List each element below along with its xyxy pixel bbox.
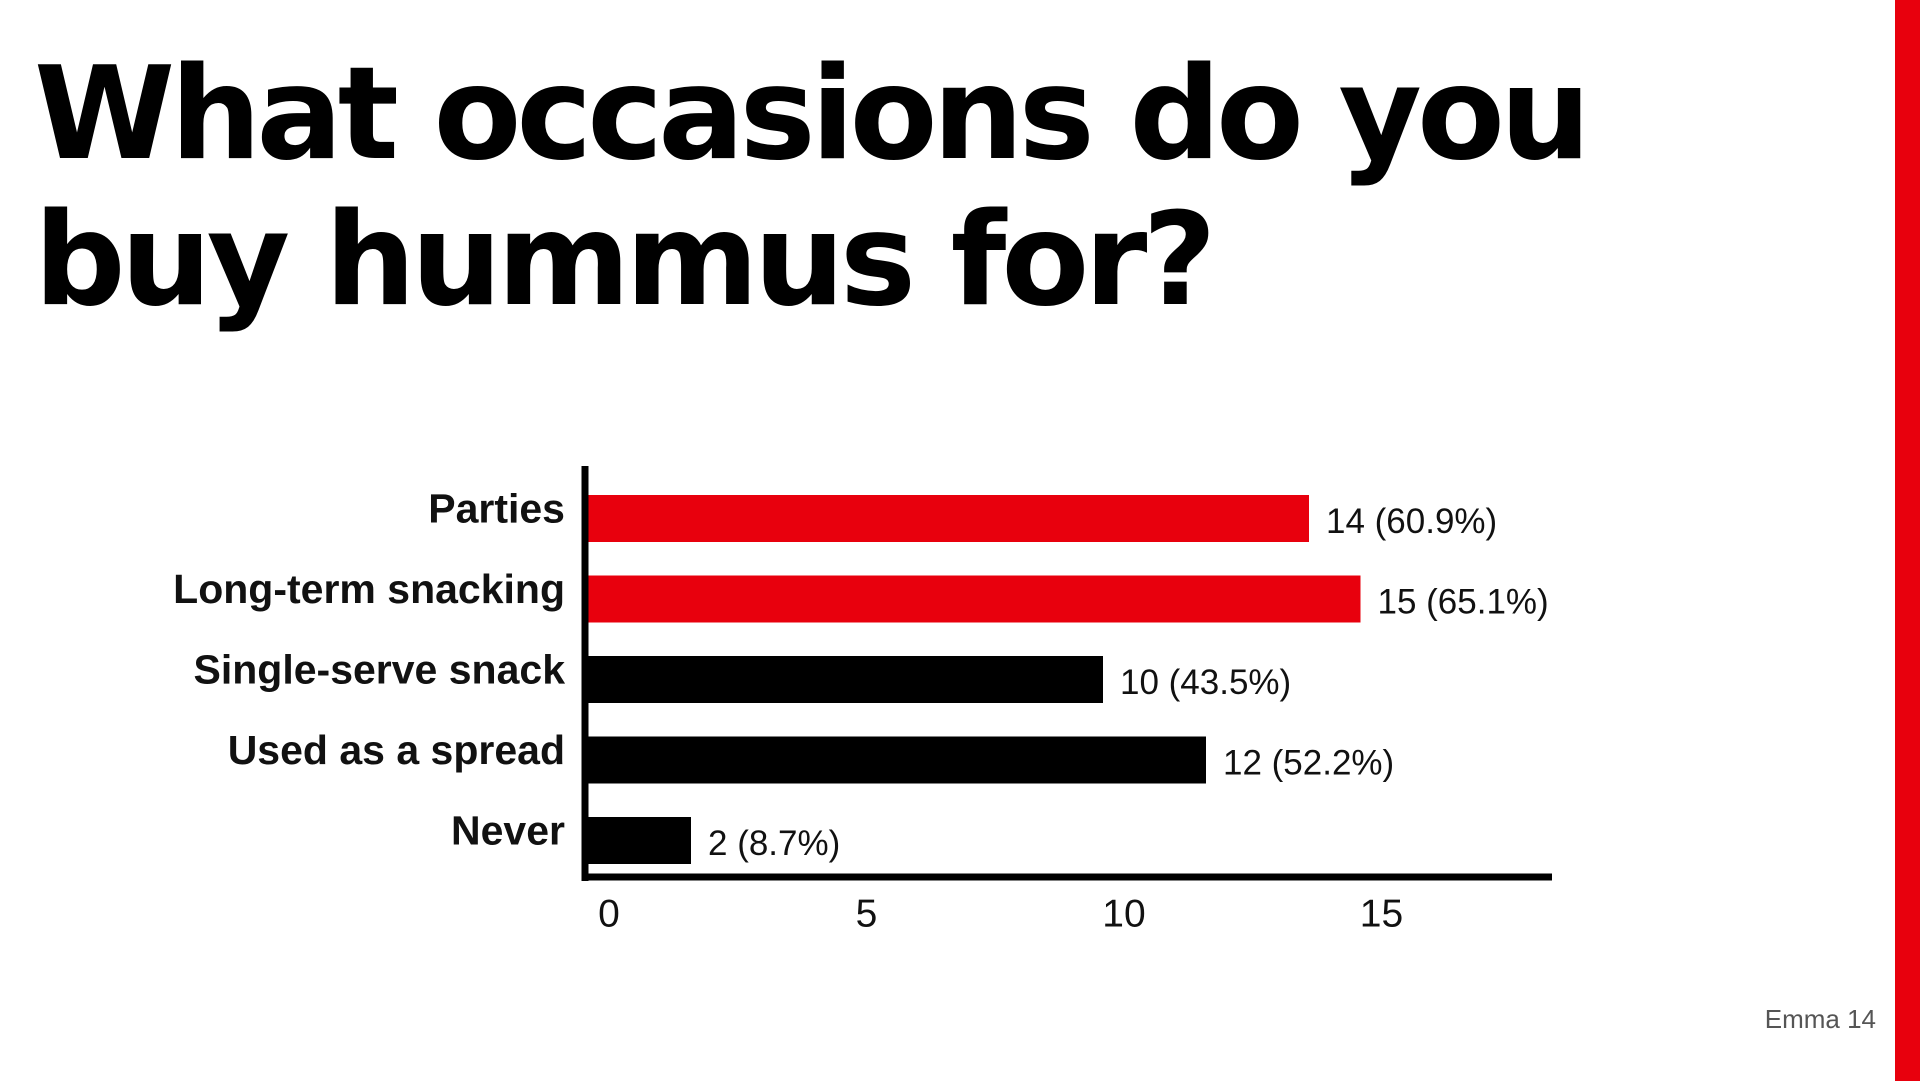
bar-used-as-a-spread bbox=[588, 736, 1206, 784]
data-label: 2 (8.7%) bbox=[708, 824, 840, 863]
bar-long-term-snacking bbox=[588, 575, 1361, 623]
bar-never bbox=[588, 817, 691, 864]
category-label: Never bbox=[451, 808, 565, 854]
category-label: Parties bbox=[428, 486, 565, 532]
data-label: 14 (60.9%) bbox=[1326, 502, 1497, 541]
slide-title: What occasions do you buy hummus for? bbox=[34, 40, 1591, 335]
category-label: Single-serve snack bbox=[194, 647, 566, 693]
data-label: 12 (52.2%) bbox=[1223, 744, 1394, 783]
bar-parties bbox=[588, 495, 1309, 542]
category-label: Long-term snacking bbox=[173, 566, 565, 612]
slide-footer: Emma 14 bbox=[1764, 1004, 1876, 1034]
x-tick-label: 10 bbox=[1102, 893, 1145, 936]
data-label: 10 (43.5%) bbox=[1120, 663, 1291, 702]
bar-single-serve-snack bbox=[588, 656, 1103, 703]
category-label: Used as a spread bbox=[228, 727, 565, 773]
accent-bar bbox=[1895, 0, 1920, 1081]
x-tick-label: 15 bbox=[1360, 893, 1403, 936]
data-label: 15 (65.1%) bbox=[1378, 583, 1549, 622]
x-tick-label: 0 bbox=[598, 893, 620, 936]
x-tick-label: 5 bbox=[856, 893, 878, 936]
